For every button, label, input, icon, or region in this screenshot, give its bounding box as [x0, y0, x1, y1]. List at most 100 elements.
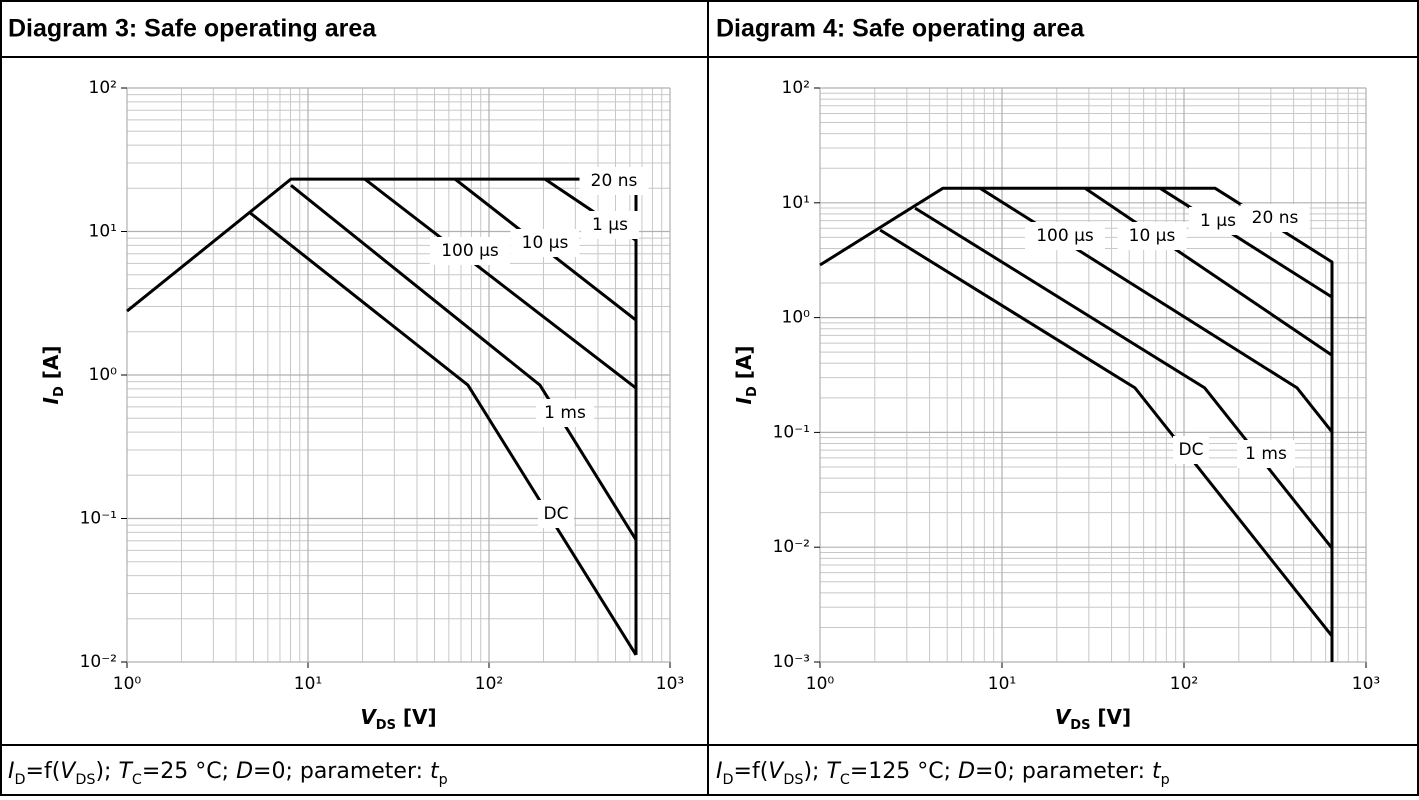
- label-box: [1189, 207, 1247, 235]
- series-line: [126, 177, 638, 655]
- series-line: [290, 184, 638, 541]
- label-box: [538, 500, 574, 528]
- text-part: DS: [783, 772, 803, 788]
- y-axis-label: ID [A]: [39, 346, 68, 405]
- text-part: I: [8, 759, 15, 784]
- text-part: t: [430, 759, 440, 784]
- label-box: [1173, 436, 1209, 464]
- x-tick-label: 10¹: [988, 674, 1016, 694]
- series-label: 1 ms: [1245, 444, 1287, 464]
- y-tick-label: 10¹: [89, 222, 117, 242]
- text-part: DS: [1070, 718, 1090, 733]
- text-part: =0; parameter:: [975, 759, 1152, 784]
- series-line: [979, 186, 1334, 433]
- y-tick-label: 10⁰: [782, 308, 811, 328]
- text-part: I: [716, 759, 723, 784]
- label-box: [1240, 204, 1310, 232]
- y-tick-label: 10⁰: [89, 365, 118, 385]
- y-tick-label: 10¹: [782, 193, 810, 213]
- text-part: I: [732, 396, 756, 404]
- text-part: =0; parameter:: [253, 759, 430, 784]
- x-tick-label: 10³: [656, 674, 684, 694]
- text-part: p: [439, 772, 448, 788]
- caption: ID=f(VDS); TC=25 °C; D=0; parameter: tp: [8, 759, 448, 788]
- text-part: );: [803, 759, 826, 784]
- text-part: V: [768, 759, 785, 784]
- series-label: 1 µs: [592, 215, 628, 235]
- text-part: C: [132, 772, 142, 788]
- caption: ID=f(VDS); TC=125 °C; D=0; parameter: tp: [716, 759, 1170, 788]
- text-part: T: [826, 759, 841, 784]
- series-label: 10 µs: [522, 233, 569, 253]
- series-line: [363, 177, 637, 390]
- x-axis-label: VDS [V]: [1055, 705, 1131, 734]
- y-tick-label: 10⁻¹: [773, 422, 810, 442]
- series-line: [1084, 186, 1333, 357]
- text-part: );: [95, 759, 118, 784]
- series-label: 1 ms: [544, 403, 586, 423]
- y-tick-label: 10²: [782, 78, 810, 98]
- x-tick-label: 10⁰: [113, 674, 142, 694]
- series-line: [1159, 186, 1333, 299]
- x-tick-label: 10¹: [294, 674, 322, 694]
- text-part: =f(: [26, 759, 61, 784]
- text-part: I: [39, 396, 63, 404]
- series-line: [914, 206, 1334, 550]
- series-label: DC: [544, 504, 569, 524]
- y-tick-label: 10⁻²: [773, 537, 810, 557]
- x-tick-label: 10²: [475, 674, 503, 694]
- text-part: t: [1152, 759, 1162, 784]
- text-part: [A]: [39, 346, 63, 387]
- label-box: [510, 229, 580, 257]
- label-box: [581, 211, 639, 239]
- panel-title: Diagram 4: Safe operating area: [716, 15, 1085, 43]
- panel-title: Diagram 3: Safe operating area: [8, 15, 377, 43]
- text-part: [A]: [732, 346, 756, 387]
- text-part: p: [1161, 772, 1170, 788]
- label-box: [430, 237, 510, 265]
- text-part: C: [840, 772, 850, 788]
- x-tick-label: 10³: [1352, 674, 1380, 694]
- series-line: [879, 228, 1334, 638]
- text-part: DS: [376, 718, 396, 733]
- y-tick-label: 10²: [89, 78, 117, 98]
- text-part: V: [1055, 705, 1072, 729]
- text-part: D: [958, 759, 975, 784]
- text-part: [V]: [396, 705, 437, 729]
- label-box: [579, 167, 649, 195]
- text-part: =25 °C;: [142, 759, 236, 784]
- x-tick-label: 10²: [1170, 674, 1198, 694]
- text-part: V: [360, 705, 377, 729]
- series-label: 20 ns: [1252, 208, 1299, 228]
- text-part: =f(: [734, 759, 769, 784]
- y-tick-label: 10⁻¹: [80, 509, 117, 529]
- text-part: T: [118, 759, 133, 784]
- text-part: [V]: [1090, 705, 1131, 729]
- text-part: D: [236, 759, 253, 784]
- label-box: [536, 399, 594, 427]
- text-part: DS: [75, 772, 95, 788]
- text-part: V: [60, 759, 77, 784]
- label-box: [1117, 222, 1187, 250]
- label-box: [1237, 440, 1295, 468]
- series-line: [819, 186, 1334, 662]
- series-label: DC: [1179, 440, 1204, 460]
- series-label: 100 µs: [441, 241, 499, 261]
- series-label: 1 µs: [1200, 211, 1236, 231]
- x-axis-label: VDS [V]: [360, 705, 436, 734]
- y-tick-label: 10⁻³: [773, 652, 810, 672]
- series-line: [249, 211, 638, 656]
- text-part: D: [723, 772, 734, 788]
- text-part: =125 °C;: [850, 759, 958, 784]
- label-box: [1025, 222, 1105, 250]
- series-label: 100 µs: [1036, 226, 1094, 246]
- text-part: D: [745, 386, 760, 397]
- text-part: D: [52, 386, 67, 397]
- y-tick-label: 10⁻²: [80, 652, 117, 672]
- x-tick-label: 10⁰: [806, 674, 835, 694]
- y-axis-label: ID [A]: [732, 346, 761, 405]
- series-label: 20 ns: [591, 171, 638, 191]
